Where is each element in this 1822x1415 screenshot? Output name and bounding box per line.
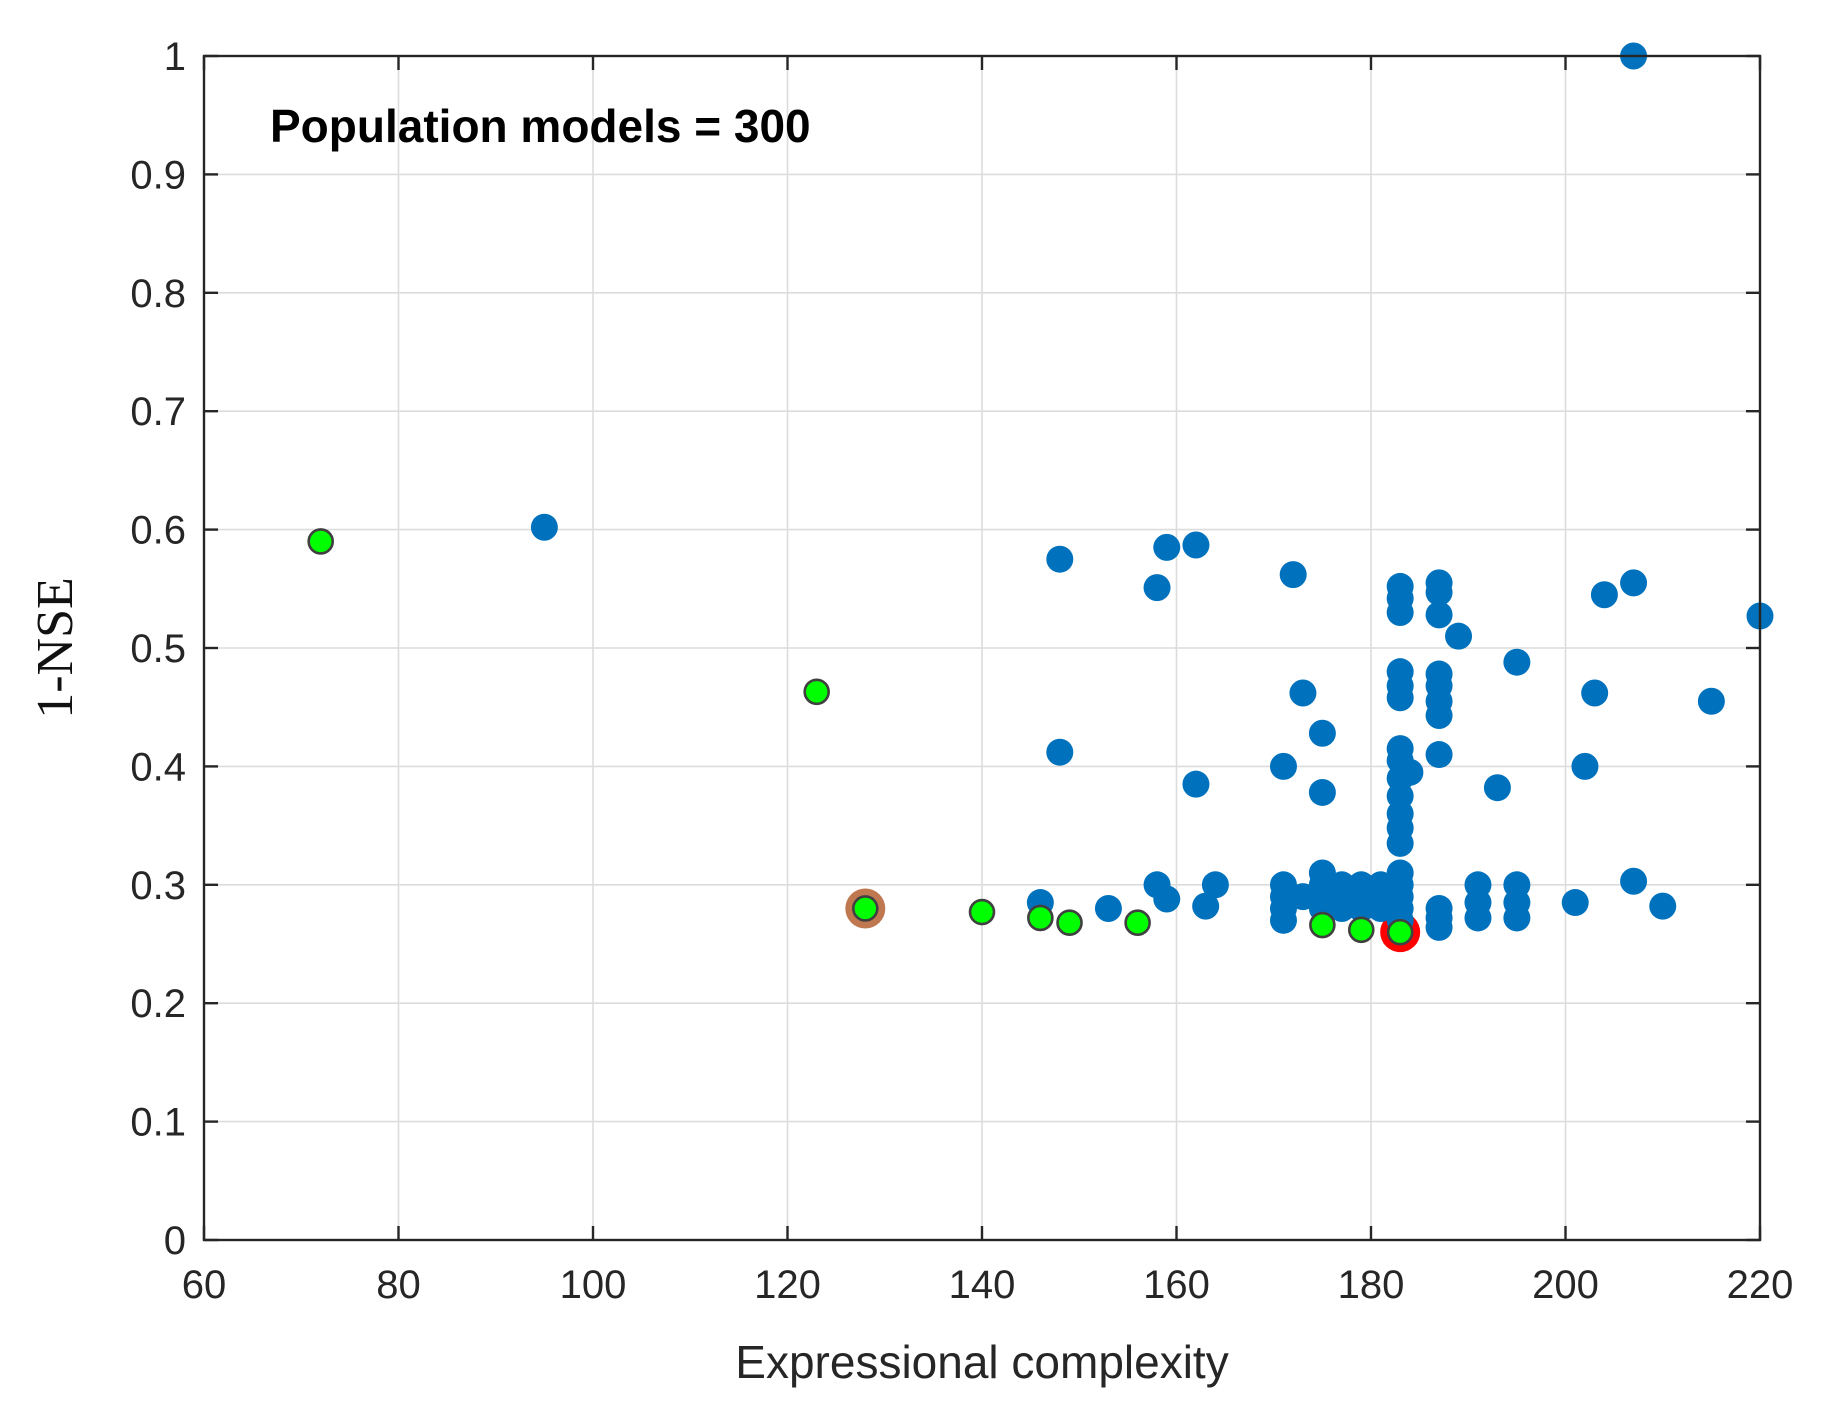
- population-point: [1426, 741, 1453, 768]
- y-tick-label: 0.9: [130, 153, 186, 197]
- pareto-point: [1058, 911, 1082, 935]
- population-point: [1426, 914, 1453, 941]
- pareto-point: [853, 896, 877, 920]
- y-tick-label: 0.1: [130, 1101, 186, 1145]
- y-tick-label: 1: [164, 35, 186, 79]
- pareto-point: [1388, 920, 1412, 944]
- population-point: [1503, 904, 1530, 931]
- population-point: [1046, 546, 1073, 573]
- population-annotation: Population models = 300: [270, 100, 811, 152]
- population-point: [1182, 531, 1209, 558]
- population-point: [1309, 779, 1336, 806]
- x-tick-label: 140: [949, 1263, 1016, 1307]
- grid-lines: [204, 56, 1760, 1240]
- population-point: [1464, 904, 1491, 931]
- x-axis-label: Expressional complexity: [735, 1336, 1228, 1388]
- population-point: [531, 514, 558, 541]
- population-point: [1426, 702, 1453, 729]
- x-tick-label: 180: [1338, 1263, 1405, 1307]
- population-point: [1620, 569, 1647, 596]
- population-point: [1649, 893, 1676, 920]
- population-point: [1270, 753, 1297, 780]
- population-point: [1289, 679, 1316, 706]
- population-point: [1387, 830, 1414, 857]
- data-points: [309, 43, 1774, 953]
- x-tick-label: 120: [754, 1263, 821, 1307]
- population-point: [1095, 895, 1122, 922]
- population-point: [1396, 759, 1423, 786]
- population-point: [1503, 649, 1530, 676]
- y-tick-label: 0.2: [130, 982, 186, 1026]
- x-tick-label: 200: [1532, 1263, 1599, 1307]
- population-point: [1426, 601, 1453, 628]
- y-tick-label: 0.8: [130, 272, 186, 316]
- x-tick-label: 160: [1143, 1263, 1210, 1307]
- population-point: [1484, 774, 1511, 801]
- tick-labels: 60 80 100 120 140 160 180 200 220 0 0.1 0.2 0.3 0.4 0.…: [130, 35, 1793, 1307]
- population-point: [1562, 889, 1589, 916]
- population-point: [1591, 581, 1618, 608]
- x-tick-label: 60: [182, 1263, 227, 1307]
- population-point: [1387, 684, 1414, 711]
- population-point: [1309, 720, 1336, 747]
- pareto-point: [1310, 913, 1334, 937]
- pareto-point: [805, 680, 829, 704]
- population-point: [1153, 886, 1180, 913]
- pareto-point: [1349, 918, 1373, 942]
- y-tick-label: 0.7: [130, 390, 186, 434]
- population-point: [1387, 599, 1414, 626]
- y-tick-label: 0.4: [130, 745, 186, 789]
- y-tick-label: 0: [164, 1219, 186, 1263]
- pareto-point: [1028, 906, 1052, 930]
- population-point: [1571, 753, 1598, 780]
- population-point: [1202, 871, 1229, 898]
- pareto-point: [970, 900, 994, 924]
- x-tick-label: 100: [560, 1263, 627, 1307]
- y-tick-label: 0.6: [130, 509, 186, 553]
- population-point: [1144, 574, 1171, 601]
- population-point: [1182, 771, 1209, 798]
- y-axis-label: 1-NSE: [27, 577, 84, 719]
- population-point: [1270, 907, 1297, 934]
- population-point: [1581, 679, 1608, 706]
- population-point: [1280, 561, 1307, 588]
- population-point: [1153, 534, 1180, 561]
- y-tick-label: 0.3: [130, 864, 186, 908]
- pareto-point: [309, 529, 333, 553]
- scatter-chart: 60 80 100 120 140 160 180 200 220 0 0.1 0.2 0.3 0.4 0.…: [0, 0, 1822, 1415]
- y-tick-label: 0.5: [130, 627, 186, 671]
- population-point: [1445, 623, 1472, 650]
- x-tick-label: 80: [376, 1263, 421, 1307]
- population-point: [1698, 688, 1725, 715]
- x-tick-label: 220: [1727, 1263, 1794, 1307]
- pareto-point: [1126, 911, 1150, 935]
- population-point: [1620, 868, 1647, 895]
- population-point: [1046, 739, 1073, 766]
